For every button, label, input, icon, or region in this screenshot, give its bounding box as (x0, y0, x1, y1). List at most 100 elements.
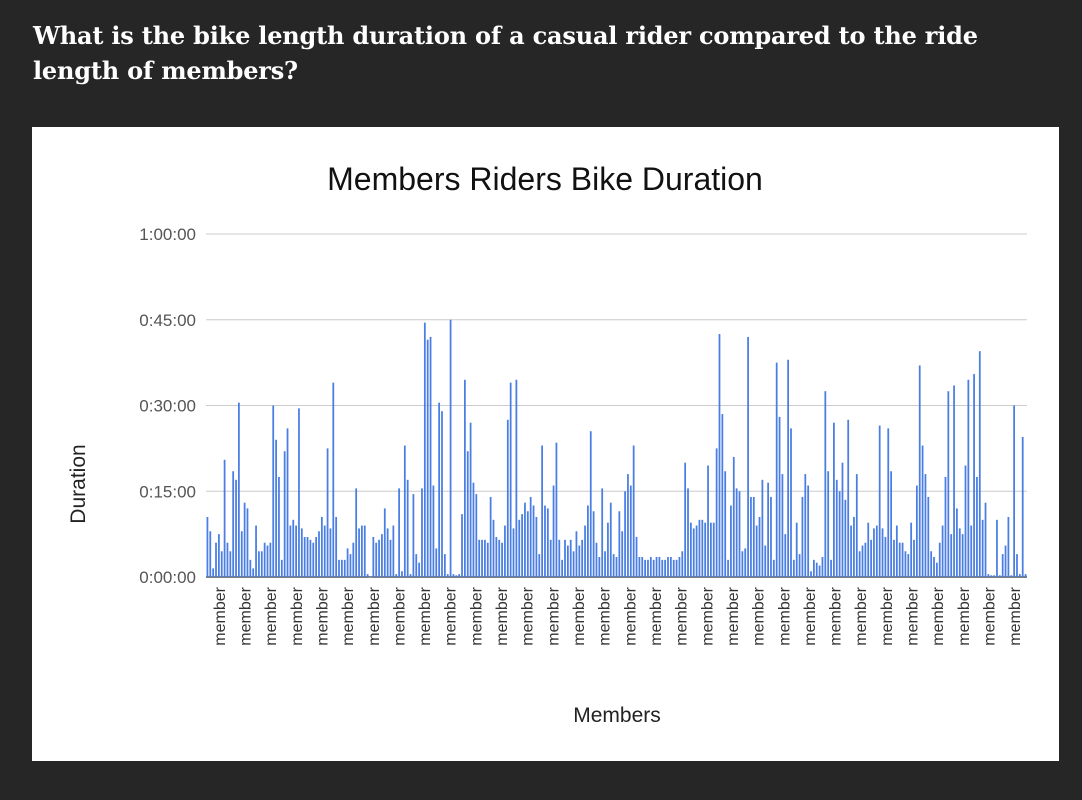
x-category-label: member (315, 586, 332, 645)
bar (861, 545, 864, 577)
bar (478, 539, 481, 577)
bar (1004, 545, 1007, 577)
bar (635, 536, 638, 577)
bar (649, 556, 652, 577)
bar (810, 571, 812, 577)
bar (343, 559, 346, 577)
bar (412, 494, 415, 577)
bar (215, 542, 217, 577)
bar (558, 539, 561, 577)
bar (918, 365, 921, 577)
bar (538, 554, 541, 577)
bar (438, 402, 441, 577)
bar (990, 575, 993, 577)
bar (426, 339, 429, 577)
x-category-label: member (597, 586, 614, 645)
bar (409, 574, 412, 577)
bar (489, 496, 492, 577)
bar (815, 562, 818, 577)
bar (340, 559, 343, 577)
bar (449, 319, 452, 577)
bar (1024, 574, 1027, 577)
bar (792, 559, 795, 577)
bar (618, 511, 621, 577)
bar (484, 539, 486, 577)
bar (838, 491, 841, 577)
x-category-label: member (776, 586, 793, 645)
bar (632, 445, 635, 577)
x-category-label: member (674, 586, 691, 645)
bar (398, 488, 400, 577)
bar (495, 536, 498, 577)
bar (738, 491, 741, 577)
bar (784, 534, 787, 578)
bar (418, 562, 420, 577)
bar (226, 542, 229, 577)
bar (601, 488, 604, 577)
bar (827, 471, 830, 577)
bar (263, 542, 266, 577)
bar (758, 516, 761, 577)
bar (787, 359, 790, 577)
bar (953, 385, 955, 577)
bar (472, 482, 475, 577)
bar (695, 525, 698, 577)
bar (835, 479, 838, 577)
bar (432, 485, 435, 577)
bar (604, 551, 606, 577)
bar (1013, 405, 1016, 577)
bar (378, 539, 380, 577)
x-category-label: member (828, 586, 845, 645)
bar (383, 508, 386, 577)
bar (584, 525, 586, 577)
bar (958, 528, 961, 577)
bar (767, 482, 769, 577)
x-axis-label: Members (573, 704, 661, 727)
bar (521, 514, 523, 577)
bar (206, 516, 209, 577)
bar (761, 479, 764, 577)
bar (890, 471, 892, 577)
bar (621, 531, 624, 577)
x-category-label: member (571, 586, 588, 645)
bar (893, 539, 895, 577)
bar (312, 542, 315, 577)
bar (830, 559, 832, 577)
bar (752, 496, 755, 577)
bar (258, 551, 260, 577)
x-category-label: member (802, 586, 819, 645)
bar (607, 522, 609, 577)
bar (755, 525, 758, 577)
bar (684, 462, 687, 577)
bar (498, 539, 501, 577)
bar (750, 496, 752, 577)
y-axis-ticks: 0:00:00 0:15:00 0:30:00 0:45:00 1:00:00 (139, 225, 196, 587)
bar (504, 525, 506, 577)
bar (710, 522, 712, 577)
bar (501, 542, 503, 577)
x-category-label: member (956, 586, 973, 645)
bar (512, 528, 515, 577)
bar (298, 408, 300, 577)
bar (998, 575, 1001, 577)
bar (392, 525, 395, 577)
bar (1010, 575, 1013, 577)
chart-title: Members Riders Bike Duration (327, 161, 763, 197)
x-category-label: member (520, 586, 537, 645)
bar (238, 402, 240, 577)
bar (352, 542, 355, 577)
bar (395, 574, 398, 577)
bar (993, 575, 995, 577)
bar (804, 474, 807, 577)
bar (850, 525, 852, 577)
bar (466, 451, 469, 577)
bar (624, 491, 626, 577)
bar (847, 419, 850, 577)
bar (566, 545, 569, 577)
x-category-label: member (263, 586, 280, 645)
bar (212, 568, 215, 577)
bar (718, 334, 721, 577)
bar (910, 522, 913, 577)
bar (981, 519, 984, 577)
bar (1007, 516, 1010, 577)
